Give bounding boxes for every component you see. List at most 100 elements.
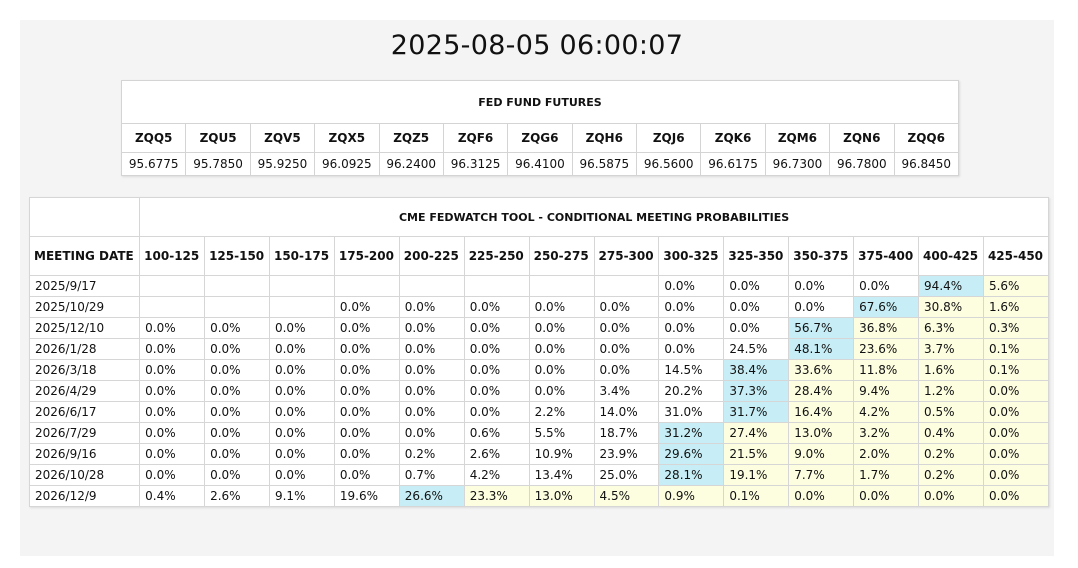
probability-cell: 0.0% (333, 380, 400, 402)
probability-cell: 4.2% (853, 401, 920, 423)
meeting-row: 2026/1/28 0.0% 0.0% 0.0% 0.0% 0.0% 0.0% 0.0% 0.0… (28, 338, 1050, 360)
probability-cell: 0.0% (139, 338, 206, 360)
probability-cell: 0.0% (463, 401, 530, 423)
futures-price-zqx5: 96.0925 (314, 152, 380, 176)
probability-cell: 0.6% (463, 422, 530, 444)
probability-cell: 0.0% (463, 317, 530, 339)
probability-cell: 0.2% (398, 443, 465, 465)
probability-cell: 0.0% (398, 401, 465, 423)
probability-cell: 33.6% (788, 359, 855, 381)
probability-cell: 0.0% (918, 485, 984, 507)
meeting-row: 2025/9/17 0.0% 0.0% 0.0% 0.0% 94.4% 5.6% (28, 275, 1050, 297)
probability-cell: 48.1% (788, 338, 855, 360)
probability-cell: 67.6% (853, 296, 920, 318)
rate-range-header: 200-225 (398, 236, 465, 276)
futures-code-zqn6: ZQN6 (829, 123, 895, 153)
fed-fund-futures-table: FED FUND FUTURES ZQQ5 ZQU5 ZQV5 ZQX5 ZQZ5 ZQF… (120, 80, 959, 176)
probability-cell: 0.1% (982, 359, 1050, 381)
probability-cell: 0.0% (463, 338, 530, 360)
probability-cell: 0.0% (528, 359, 595, 381)
probability-cell: 0.0% (398, 359, 465, 381)
rate-range-header: 175-200 (333, 236, 400, 276)
probability-cell: 0.0% (398, 296, 465, 318)
probability-cell: 31.7% (723, 401, 790, 423)
probability-cell: 0.0% (658, 317, 725, 339)
probability-cell: 18.7% (593, 422, 660, 444)
probability-cell: 14.0% (593, 401, 660, 423)
probability-cell: 56.7% (788, 317, 855, 339)
probability-cell: 0.5% (918, 401, 984, 423)
probability-cell: 0.0% (788, 296, 855, 318)
fedwatch-table-title: CME FEDWATCH TOOL - CONDITIONAL MEETING … (139, 197, 1049, 237)
probability-cell: 0.0% (268, 464, 335, 486)
futures-price-zqg6: 96.4100 (507, 152, 573, 176)
probability-cell: 0.0% (268, 317, 335, 339)
probability-cell: 0.0% (982, 464, 1050, 486)
probability-cell: 4.2% (463, 464, 530, 486)
probability-cell: 0.0% (658, 275, 725, 297)
probability-cell: 1.2% (918, 380, 984, 402)
probability-cell: 0.0% (528, 338, 595, 360)
probability-cell: 0.0% (268, 443, 335, 465)
probability-cell: 0.0% (398, 380, 465, 402)
meeting-row: 2026/6/17 0.0% 0.0% 0.0% 0.0% 0.0% 0.0% 2.2% 14.… (28, 401, 1050, 423)
probability-cell: 3.2% (853, 422, 920, 444)
probability-cell: 0.1% (982, 338, 1050, 360)
probability-cell: 0.0% (139, 317, 206, 339)
probability-cell (139, 275, 206, 297)
probability-cell: 0.0% (139, 401, 206, 423)
probability-cell: 19.6% (333, 485, 400, 507)
probability-cell: 2.2% (528, 401, 595, 423)
probability-cell: 14.5% (658, 359, 725, 381)
probability-cell: 9.4% (853, 380, 920, 402)
futures-price-zqq5: 95.6775 (120, 152, 187, 176)
probability-cell: 13.4% (528, 464, 595, 486)
meeting-row: 2026/9/16 0.0% 0.0% 0.0% 0.0% 0.2% 2.6% 10.9% 23… (28, 443, 1050, 465)
meeting-date-cell: 2025/12/10 (28, 317, 141, 339)
probability-cell: 0.0% (658, 296, 725, 318)
probability-cell: 0.0% (853, 275, 920, 297)
futures-price-zqz5: 96.2400 (378, 152, 444, 176)
rate-range-header: 300-325 (658, 236, 725, 276)
probability-cell: 0.0% (463, 380, 530, 402)
probability-cell: 0.0% (463, 296, 530, 318)
probability-cell: 0.0% (723, 317, 790, 339)
probability-cell: 0.0% (398, 317, 465, 339)
probability-cell: 0.2% (918, 464, 984, 486)
probability-cell: 0.0% (204, 338, 270, 360)
probability-cell: 28.1% (658, 464, 725, 486)
meeting-date-header: MEETING DATE (28, 236, 141, 276)
probability-cell: 5.6% (982, 275, 1050, 297)
futures-code-zqm6: ZQM6 (764, 123, 831, 153)
probability-cell (593, 275, 660, 297)
rate-range-header: 275-300 (593, 236, 660, 276)
probability-cell: 0.0% (139, 443, 206, 465)
probability-cell (204, 296, 270, 318)
probability-cell: 27.4% (723, 422, 790, 444)
futures-code-zqf6: ZQF6 (442, 123, 509, 153)
probability-cell: 6.3% (918, 317, 984, 339)
rate-range-header: 250-275 (528, 236, 595, 276)
title-spacer-cell (28, 197, 141, 237)
probability-cell: 0.0% (139, 464, 206, 486)
futures-price-zqh6: 96.5875 (571, 152, 638, 176)
probability-cell: 0.0% (333, 359, 400, 381)
probability-cell: 21.5% (723, 443, 790, 465)
probability-cell: 0.0% (268, 359, 335, 381)
rate-range-header: 425-450 (982, 236, 1050, 276)
probability-cell: 0.0% (268, 422, 335, 444)
probability-cell (463, 275, 530, 297)
futures-table-title: FED FUND FUTURES (121, 80, 959, 124)
probability-cell: 0.0% (463, 359, 530, 381)
probability-cell: 31.0% (658, 401, 725, 423)
futures-price-zqj6: 96.5600 (635, 152, 702, 176)
rate-range-header: 325-350 (723, 236, 790, 276)
probability-cell: 0.0% (204, 443, 270, 465)
meeting-date-cell: 2026/10/28 (28, 464, 141, 486)
probability-cell: 0.0% (204, 317, 270, 339)
rate-range-header: 150-175 (268, 236, 335, 276)
meeting-date-cell: 2026/9/16 (28, 443, 141, 465)
rate-range-header: 400-425 (918, 236, 984, 276)
meeting-row: 2026/7/29 0.0% 0.0% 0.0% 0.0% 0.0% 0.6% 5.5% 18.… (28, 422, 1050, 444)
probability-cell (268, 296, 335, 318)
